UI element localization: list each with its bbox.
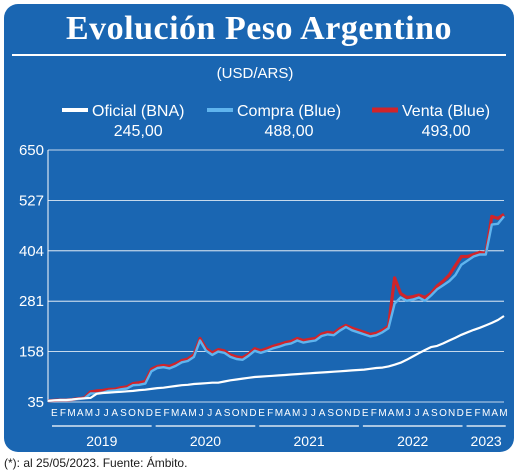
legend-last-value: 245,00	[114, 123, 163, 140]
x-tick-label: J	[207, 408, 212, 419]
x-tick-label: S	[120, 408, 127, 419]
x-tick-label: N	[241, 408, 248, 419]
x-tick-label: J	[406, 408, 411, 419]
x-tick-label: E	[258, 408, 265, 419]
x-tick-label: D	[353, 408, 360, 419]
x-tick-label: J	[311, 408, 316, 419]
series-line-oficial	[47, 315, 505, 402]
x-tick-label: J	[199, 408, 204, 419]
legend-last-value: 488,00	[265, 123, 314, 140]
x-tick-label: M	[378, 408, 386, 419]
x-tick-label: M	[396, 408, 404, 419]
x-tick-label: A	[284, 408, 291, 419]
x-tick-label: J	[415, 408, 420, 419]
x-tick-label: S	[327, 408, 334, 419]
x-tick-label: M	[499, 408, 507, 419]
grid	[47, 149, 504, 403]
chart-title: Evolución Peso Argentino	[65, 10, 453, 47]
year-label: 2019	[86, 433, 117, 449]
x-tick-label: F	[60, 408, 66, 419]
y-tick-label: 35	[27, 394, 44, 411]
year-label: 2023	[471, 433, 502, 449]
y-tick-label: 281	[19, 293, 44, 310]
x-tick-label: A	[491, 408, 498, 419]
series-lines	[47, 212, 505, 403]
x-tick-label: J	[95, 408, 100, 419]
legend-item-venta: Venta (Blue) 493,00	[372, 103, 490, 140]
x-tick-label: E	[466, 408, 473, 419]
x-tick-label: M	[482, 408, 490, 419]
x-tick-label: J	[104, 408, 109, 419]
x-tick-label: M	[292, 408, 300, 419]
y-tick-label: 158	[19, 344, 44, 361]
x-tick-label: M	[67, 408, 75, 419]
x-tick-label: A	[215, 408, 222, 419]
x-tick-label: N	[137, 408, 144, 419]
x-tick-label: O	[335, 408, 343, 419]
series-line-compra	[47, 215, 505, 402]
y-tick-label: 527	[19, 192, 44, 209]
x-tick-label: S	[224, 408, 231, 419]
x-tick-label: M	[188, 408, 196, 419]
x-tick-label: O	[232, 408, 240, 419]
x-tick-label: A	[77, 408, 84, 419]
legend-series-name: Venta (Blue)	[402, 103, 490, 120]
legend-series-name: Oficial (BNA)	[92, 103, 184, 120]
x-tick-label: F	[267, 408, 273, 419]
x-tick-label: A	[388, 408, 395, 419]
title-divider	[12, 54, 506, 56]
year-label: 2020	[190, 433, 221, 449]
x-tick-label: F	[164, 408, 170, 419]
legend-item-compra: Compra (Blue) 488,00	[207, 103, 341, 140]
y-axis: 35 158 281 404 527 650	[19, 142, 44, 411]
x-tick-label: N	[344, 408, 351, 419]
x-tick-label: O	[128, 408, 136, 419]
series-line-venta	[47, 212, 505, 403]
x-tick-label: E	[155, 408, 162, 419]
x-tick-label: E	[362, 408, 369, 419]
x-tick-label: S	[431, 408, 438, 419]
x-tick-label: A	[319, 408, 326, 419]
x-tick-label: D	[249, 408, 256, 419]
year-label: 2022	[397, 433, 428, 449]
footnote: (*): al 25/05/2023. Fuente: Ámbito.	[4, 456, 188, 470]
x-tick-label: M	[171, 408, 179, 419]
year-label: 2021	[294, 433, 325, 449]
x-tick-label: D	[146, 408, 153, 419]
x-tick-label: A	[181, 408, 188, 419]
legend-series-name: Compra (Blue)	[237, 103, 341, 120]
x-tick-label: O	[439, 408, 447, 419]
legend: Oficial (BNA) 245,00 Compra (Blue) 488,00 Ve…	[62, 103, 490, 140]
x-tick-label: E	[51, 408, 58, 419]
x-tick-label: A	[422, 408, 429, 419]
y-tick-label: 650	[19, 142, 44, 159]
x-tick-label: D	[457, 408, 464, 419]
y-tick-label: 404	[19, 243, 44, 260]
legend-item-oficial: Oficial (BNA) 245,00	[62, 103, 184, 140]
x-tick-label: M	[275, 408, 283, 419]
x-tick-label: F	[371, 408, 377, 419]
x-tick-label: N	[448, 408, 455, 419]
x-tick-label: A	[111, 408, 118, 419]
legend-last-value: 493,00	[422, 123, 471, 140]
x-tick-label: F	[474, 408, 480, 419]
unit-label: (USD/ARS)	[217, 65, 294, 82]
x-tick-label: J	[302, 408, 307, 419]
x-tick-label: M	[85, 408, 93, 419]
